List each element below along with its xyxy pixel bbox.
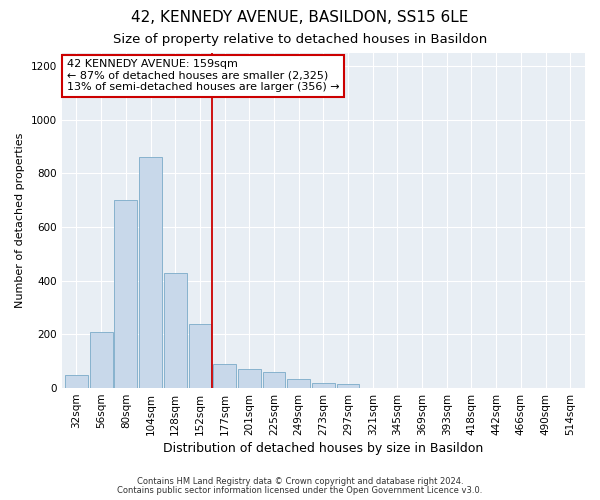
Bar xyxy=(312,382,335,388)
Bar xyxy=(164,272,187,388)
Bar xyxy=(238,370,260,388)
Bar xyxy=(213,364,236,388)
Text: 42, KENNEDY AVENUE, BASILDON, SS15 6LE: 42, KENNEDY AVENUE, BASILDON, SS15 6LE xyxy=(131,10,469,25)
Bar xyxy=(139,157,162,388)
Text: Size of property relative to detached houses in Basildon: Size of property relative to detached ho… xyxy=(113,32,487,46)
Text: Contains HM Land Registry data © Crown copyright and database right 2024.: Contains HM Land Registry data © Crown c… xyxy=(137,477,463,486)
Bar xyxy=(188,324,211,388)
Bar xyxy=(115,200,137,388)
X-axis label: Distribution of detached houses by size in Basildon: Distribution of detached houses by size … xyxy=(163,442,484,455)
Bar xyxy=(90,332,113,388)
Text: Contains public sector information licensed under the Open Government Licence v3: Contains public sector information licen… xyxy=(118,486,482,495)
Bar xyxy=(337,384,359,388)
Bar xyxy=(287,378,310,388)
Bar xyxy=(263,372,286,388)
Bar xyxy=(65,374,88,388)
Y-axis label: Number of detached properties: Number of detached properties xyxy=(15,132,25,308)
Text: 42 KENNEDY AVENUE: 159sqm
← 87% of detached houses are smaller (2,325)
13% of se: 42 KENNEDY AVENUE: 159sqm ← 87% of detac… xyxy=(67,59,340,92)
